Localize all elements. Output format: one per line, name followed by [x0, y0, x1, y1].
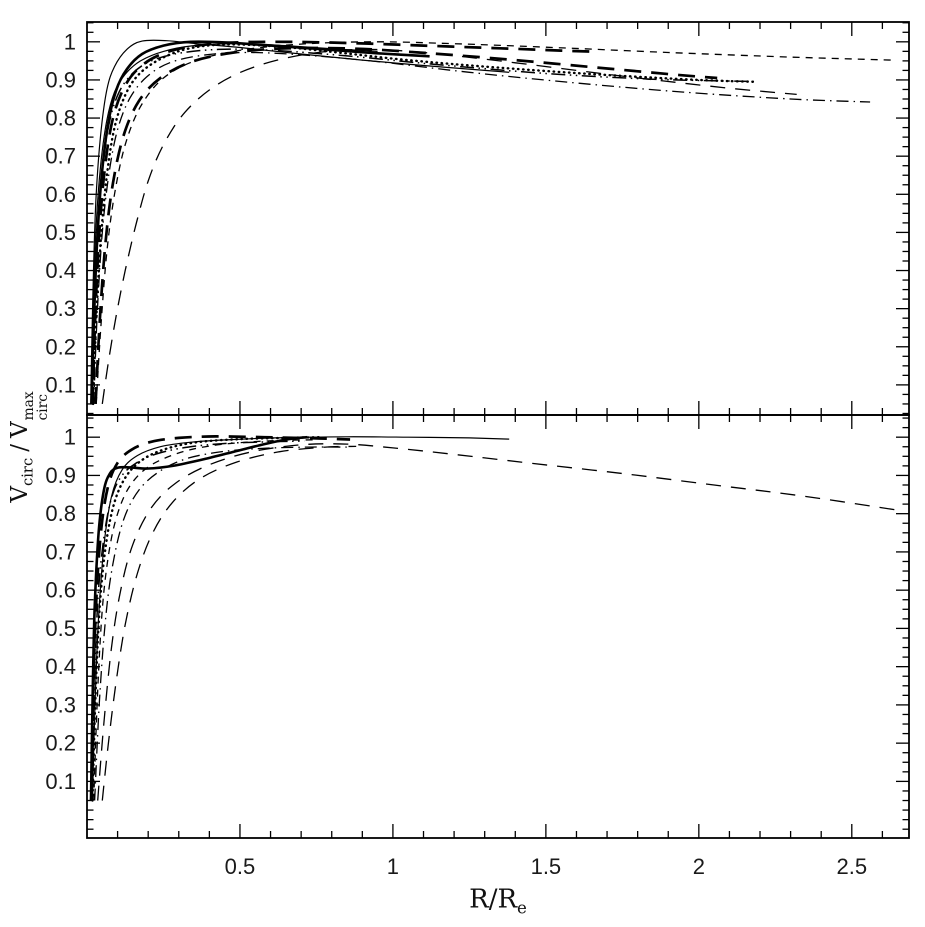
curve-longdash-declining: [97, 443, 901, 801]
curve-longdash-thick-b: [94, 46, 718, 405]
ytick-label: 0.2: [45, 731, 76, 756]
top-panel-ytick-labels: 0.1 0.2 0.3 0.4 0.5 0.6 0.7 0.8 0.9 1: [45, 29, 76, 397]
curve-longdash-thin-slow: [101, 48, 797, 405]
curve-longdash-thin-slow: [101, 445, 357, 801]
top-panel-frame: [86, 21, 910, 416]
bottom-panel-ticks: [87, 415, 909, 838]
ytick-label: 1: [64, 425, 76, 450]
ytick-label: 0.8: [45, 501, 76, 526]
curve-dashdotdot: [91, 440, 305, 801]
curve-longdash-thick-plateau: [89, 435, 351, 801]
ytick-label: 0.6: [45, 578, 76, 603]
xtick-labels: 0.5 1 1.5 2 2.5: [225, 854, 867, 879]
top-panel-curves: [90, 39, 892, 406]
y-axis-label: Vcirc / V max circ: [7, 391, 51, 502]
curve-dotted-thick: [91, 43, 756, 406]
ytick-label: 0.7: [45, 144, 76, 169]
top-panel-ticks: [87, 22, 909, 415]
ytick-label: 0.7: [45, 539, 76, 564]
curve-solid-thin-a: [90, 39, 510, 404]
ytick-label: 0.4: [45, 258, 76, 283]
ytick-label: 0.3: [45, 296, 76, 321]
xtick-label: 2.5: [836, 854, 867, 879]
xtick-label: 2: [693, 854, 705, 879]
x-label-main: R/R: [469, 884, 518, 915]
y-label-v2: V: [7, 421, 34, 439]
y-label-separator: /: [7, 444, 34, 452]
ytick-label: 0.5: [45, 616, 76, 641]
curve-dash-medium: [95, 41, 892, 404]
curve-dashdot-thin: [93, 446, 351, 801]
ytick-label: 0.8: [45, 106, 76, 131]
y-label-v2-supsub: max circ: [21, 391, 52, 421]
ytick-label: 0.9: [45, 463, 76, 488]
curve-dashdot-thin: [93, 51, 871, 404]
xtick-label: 0.5: [225, 854, 256, 879]
curve-longdash-thick-a: [91, 40, 595, 404]
ytick-label: 1: [64, 29, 76, 54]
ytick-label: 0.6: [45, 182, 76, 207]
ytick-label: 0.4: [45, 654, 76, 679]
curve-solid-thick-bump: [89, 435, 308, 801]
ytick-label: 0.3: [45, 692, 76, 717]
ytick-label: 0.1: [45, 372, 76, 397]
y-label-v1-sub: circ: [19, 457, 37, 487]
ytick-label: 0.5: [45, 220, 76, 245]
bottom-panel-curves: [89, 435, 901, 802]
bottom-panel-ytick-labels: 0.1 0.2 0.3 0.4 0.5 0.6 0.7 0.8 0.9 1: [45, 425, 76, 794]
ytick-label: 0.1: [45, 769, 76, 794]
x-label-sub: e: [517, 898, 527, 918]
top-panel: 0.1 0.2 0.3 0.4 0.5 0.6 0.7 0.8 0.9 1: [45, 21, 910, 416]
ytick-label: 0.2: [45, 334, 76, 359]
curve-solid-thin-long: [91, 436, 510, 801]
curve-solid-thin-b: [90, 43, 378, 404]
xtick-label: 1.5: [531, 854, 562, 879]
y-label-v1: V: [7, 486, 34, 503]
bottom-panel-frame: [86, 414, 910, 839]
xtick-label: 1: [387, 854, 399, 879]
x-axis-label: R/Re: [469, 884, 527, 917]
curve-solid-thick: [90, 40, 430, 404]
ytick-label: 0.9: [45, 67, 76, 92]
bottom-panel: 0.1 0.2 0.3 0.4 0.5 0.6 0.7 0.8 0.9 1: [45, 414, 910, 839]
curve-dashdotdot: [91, 48, 754, 404]
y-label-v2-sub: circ: [35, 393, 52, 421]
